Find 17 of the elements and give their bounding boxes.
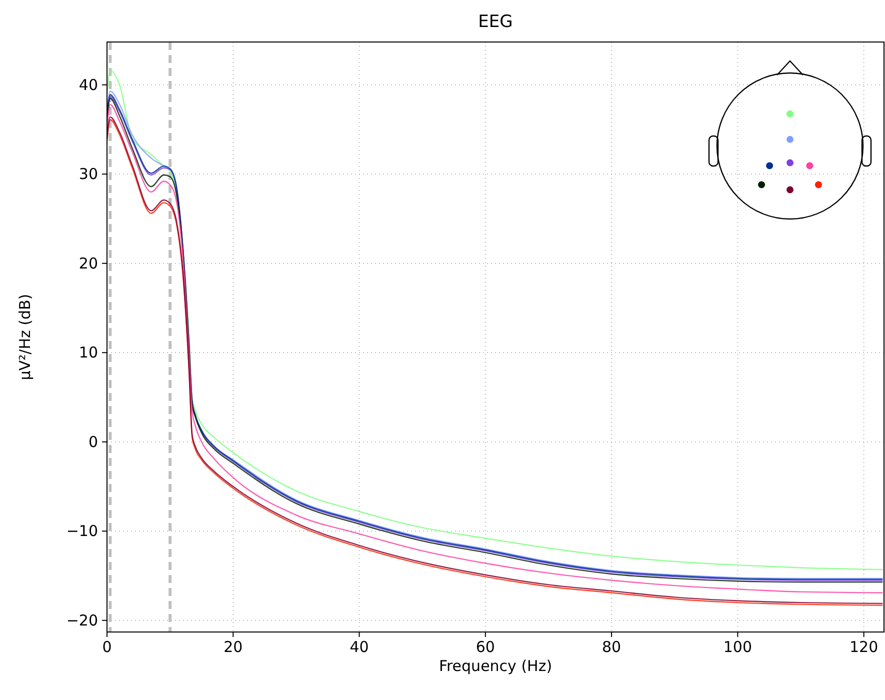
y-axis-title: µV²/Hz (dB) [16,294,34,380]
y-tick-label: 40 [78,76,98,94]
x-tick-label: 40 [350,638,369,656]
y-tick-label: −10 [66,522,98,540]
y-tick-label: 30 [78,165,98,184]
x-tick-label: 120 [850,638,878,656]
y-tick-label: 20 [78,254,98,272]
chart-title: EEG [478,12,513,32]
x-tick-label: 80 [602,638,622,656]
x-tick-label: 60 [476,638,495,656]
x-tick-label: 0 [102,638,112,656]
x-tick-label: 20 [224,638,243,656]
y-tick-label: 0 [88,432,98,451]
y-tick-label: 10 [78,344,98,362]
y-tick-label: −20 [66,611,98,630]
x-axis-title: Frequency (Hz) [438,657,552,675]
x-tick-label: 100 [723,638,752,656]
